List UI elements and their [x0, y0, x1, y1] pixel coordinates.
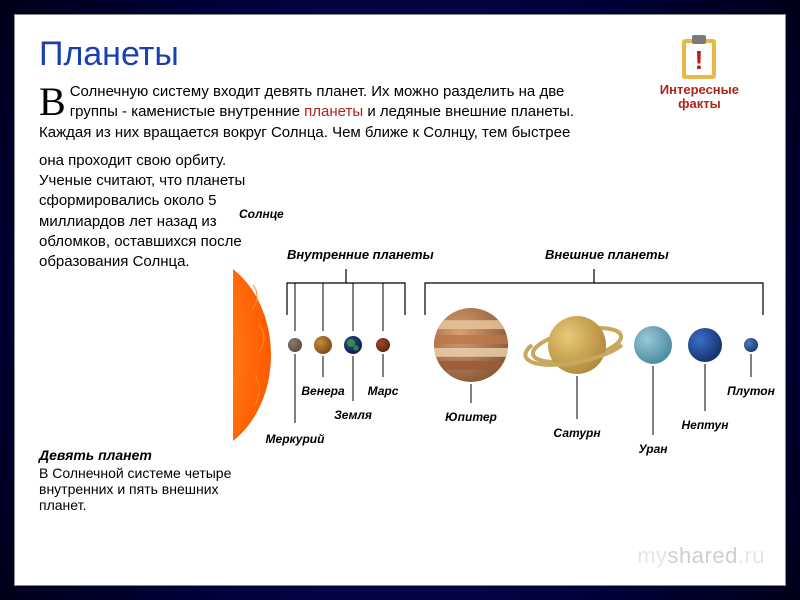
solar-system-diagram: Меркурий Венера Земля Марс Юпитер Сатурн Уран Н…: [245, 205, 785, 465]
planet-Венера: [314, 336, 332, 354]
watermark: myshared.ru: [637, 543, 765, 569]
planet-Марс: [376, 338, 390, 352]
body-paragraph-top: В Солнечную систему входит девять планет…: [39, 82, 579, 143]
planet-Уран: [634, 326, 672, 364]
footnote-body: В Солнечной системе четыре внутренних и …: [39, 465, 249, 513]
planet-label-Плутон: Плутон: [727, 384, 775, 398]
planet-label-Меркурий: Меркурий: [266, 432, 326, 446]
planet-label-Уран: Уран: [638, 442, 668, 456]
planet-label-Юпитер: Юпитер: [445, 410, 497, 424]
planet-label-Сатурн: Сатурн: [553, 426, 601, 440]
para-highlight: планеты: [304, 103, 363, 120]
slide: Планеты ! Интересные факты В Солнечную с…: [14, 14, 786, 586]
planet-Нептун: [688, 328, 722, 362]
footnote-title: Девять планет: [39, 447, 249, 463]
planet-Юпитер: [434, 308, 508, 382]
footnote: Девять планет В Солнечной системе четыре…: [39, 447, 249, 513]
facts-label-line1: Интересные: [660, 83, 739, 97]
planet-label-Марс: Марс: [368, 384, 399, 398]
planet-label-Земля: Земля: [334, 408, 372, 422]
planet-label-Венера: Венера: [301, 384, 345, 398]
clipboard-icon: !: [678, 33, 720, 81]
inner-planets-label: Внутренние планеты: [287, 247, 434, 262]
planet-label-Нептун: Нептун: [682, 418, 730, 432]
dropcap: В: [39, 84, 66, 120]
diagram-svg: Меркурий Венера Земля Марс Юпитер Сатурн Уран Н…: [245, 205, 785, 465]
sun-label: Солнце: [239, 207, 284, 221]
watermark-part1: my: [637, 543, 667, 568]
outer-planets-label: Внешние планеты: [545, 247, 669, 262]
planet-Меркурий: [288, 338, 302, 352]
watermark-part2: shared: [668, 543, 738, 568]
facts-label-line2: факты: [660, 97, 739, 111]
body-paragraph-wrap: она проходит свою орбиту. Ученые считают…: [39, 151, 249, 273]
planet-Плутон: [744, 338, 758, 352]
watermark-suffix: .ru: [738, 543, 765, 568]
page-title: Планеты: [39, 35, 761, 74]
interesting-facts-button[interactable]: ! Интересные факты: [660, 33, 739, 112]
presentation-frame: Планеты ! Интересные факты В Солнечную с…: [0, 0, 800, 600]
svg-text:!: !: [695, 45, 704, 75]
